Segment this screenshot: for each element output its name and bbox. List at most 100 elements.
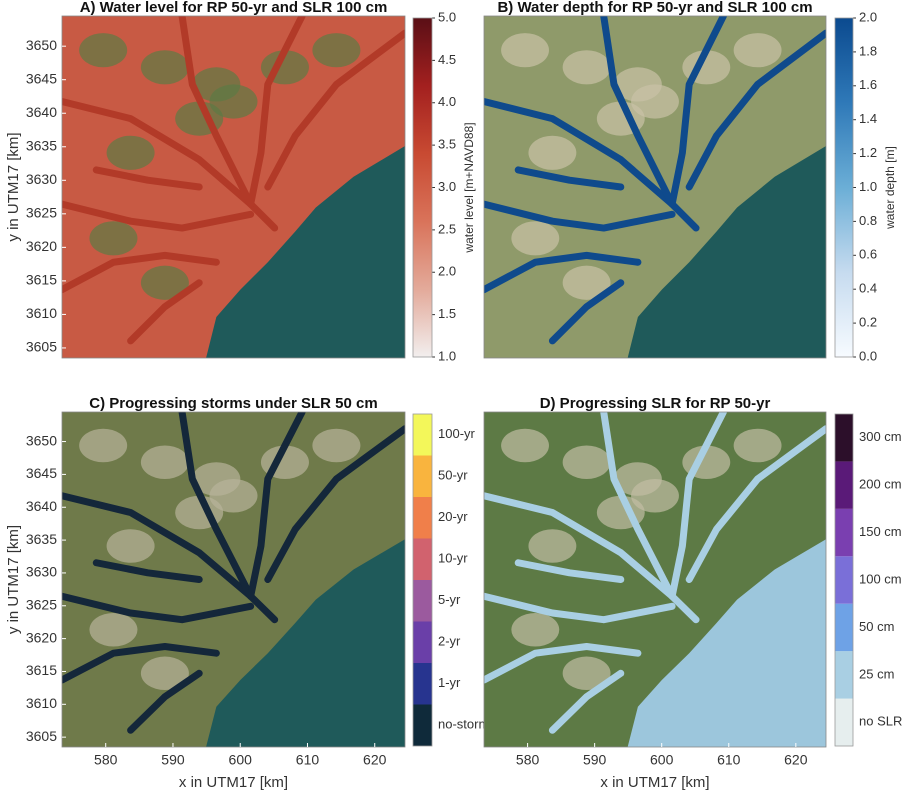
- colorbar-label: 200 cm: [859, 477, 902, 492]
- colorbar-title: water level [m+NAVD88]: [462, 122, 476, 253]
- colorbar-segment: [413, 705, 432, 747]
- colorbar-tick-label: 1.0: [438, 348, 456, 363]
- y-tick-label: 3615: [26, 272, 57, 288]
- colorbar-tick-label: 0.8: [859, 213, 877, 228]
- colorbar-segment: [413, 622, 432, 664]
- land-patch: [107, 136, 155, 170]
- y-tick-label: 3605: [26, 339, 57, 355]
- land-patch: [528, 136, 576, 170]
- map: [62, 16, 405, 358]
- y-tick-label: 3610: [26, 695, 57, 711]
- land-patch: [734, 429, 782, 463]
- colorbar-label: 20-yr: [438, 509, 468, 524]
- y-tick-label: 3610: [26, 305, 57, 321]
- x-tick-label: 620: [363, 752, 387, 768]
- panel-title: A) Water level for RP 50-yr and SLR 100 …: [80, 0, 388, 16]
- y-tick-label: 3635: [26, 531, 57, 547]
- land-patch: [312, 429, 360, 463]
- land-patch: [631, 479, 679, 513]
- colorbar-label: 100 cm: [859, 571, 902, 586]
- x-tick-label: 590: [583, 752, 607, 768]
- land-patch: [511, 221, 559, 255]
- x-tick-label: 610: [296, 752, 320, 768]
- land-patch: [107, 529, 155, 563]
- land-patch: [563, 50, 611, 84]
- y-tick-label: 3650: [26, 37, 57, 53]
- land-patch: [79, 429, 127, 463]
- colorbar-segment: [835, 699, 853, 746]
- land-patch: [734, 33, 782, 67]
- land-patch: [89, 613, 137, 647]
- colorbar-segment: [413, 414, 432, 456]
- y-tick-label: 3635: [26, 137, 57, 153]
- colorbar-tick-label: 1.0: [859, 179, 877, 194]
- land-patch: [563, 446, 611, 480]
- y-tick-label: 3640: [26, 498, 57, 514]
- land-patch: [141, 446, 189, 480]
- y-tick-label: 3630: [26, 171, 57, 187]
- map: [484, 16, 826, 358]
- colorbar-label: 100-yr: [438, 426, 476, 441]
- colorbar-tick-label: 3.5: [438, 137, 456, 152]
- panel-title: D) Progressing SLR for RP 50-yr: [540, 395, 771, 412]
- colorbar-tick-label: 1.5: [438, 306, 456, 321]
- colorbar-tick-label: 2.0: [438, 264, 456, 279]
- colorbar-tick-label: 4.5: [438, 52, 456, 67]
- panel: A) Water level for RP 50-yr and SLR 100 …: [5, 0, 476, 363]
- x-axis-label: x in UTM17 [km]: [600, 774, 709, 791]
- colorbar-tick-label: 0.6: [859, 247, 877, 262]
- colorbar-tick-label: 0.0: [859, 348, 877, 363]
- colorbar-segment: [413, 497, 432, 539]
- colorbar-tick-label: 0.2: [859, 315, 877, 330]
- y-tick-label: 3620: [26, 238, 57, 254]
- y-axis-label: y in UTM17 [km]: [5, 132, 22, 241]
- colorbar-label: 2-yr: [438, 634, 461, 649]
- colorbar-tick-label: 1.8: [859, 43, 877, 58]
- colorbar-tick-label: 1.4: [859, 111, 877, 126]
- colorbar-tick-label: 2.5: [438, 221, 456, 236]
- land-patch: [209, 479, 257, 513]
- colorbar-segment: [413, 663, 432, 705]
- y-tick-label: 3605: [26, 728, 57, 744]
- land-patch: [89, 221, 137, 255]
- colorbar-segment: [835, 414, 853, 461]
- land-patch: [631, 84, 679, 118]
- colorbar-tick-label: 4.0: [438, 94, 456, 109]
- colorbar-label: 1-yr: [438, 675, 461, 690]
- colorbar-label: 25 cm: [859, 666, 894, 681]
- colorbar-tick-label: 3.0: [438, 179, 456, 194]
- colorbar-label: 50 cm: [859, 619, 894, 634]
- y-tick-label: 3620: [26, 629, 57, 645]
- colorbar-label: 300 cm: [859, 429, 902, 444]
- map: [62, 412, 405, 747]
- colorbar-tick-label: 5.0: [438, 9, 456, 24]
- x-tick-label: 580: [94, 752, 118, 768]
- land-patch: [141, 50, 189, 84]
- land-patch: [312, 33, 360, 67]
- land-patch: [209, 84, 257, 118]
- colorbar-segment: [835, 604, 853, 651]
- y-tick-label: 3615: [26, 662, 57, 678]
- colorbar-segment: [413, 580, 432, 622]
- colorbar: [413, 18, 432, 357]
- colorbar-segment: [413, 456, 432, 498]
- colorbar-segment: [835, 509, 853, 556]
- colorbar-tick-label: 1.6: [859, 77, 877, 92]
- y-tick-label: 3645: [26, 465, 57, 481]
- y-tick-label: 3645: [26, 70, 57, 86]
- colorbar-label: 50-yr: [438, 468, 468, 483]
- colorbar-label: no-storm: [438, 717, 489, 732]
- y-tick-label: 3625: [26, 205, 57, 221]
- colorbar-segment: [413, 539, 432, 581]
- y-tick-label: 3650: [26, 432, 57, 448]
- panel-title: B) Water depth for RP 50-yr and SLR 100 …: [497, 0, 812, 16]
- colorbar-segment: [835, 556, 853, 603]
- colorbar-label: 150 cm: [859, 524, 902, 539]
- colorbar-label: no SLR: [859, 714, 902, 729]
- x-tick-label: 590: [161, 752, 185, 768]
- figure: A) Water level for RP 50-yr and SLR 100 …: [0, 0, 915, 796]
- land-patch: [501, 429, 549, 463]
- land-patch: [501, 33, 549, 67]
- map: [484, 412, 826, 747]
- x-tick-label: 580: [516, 752, 540, 768]
